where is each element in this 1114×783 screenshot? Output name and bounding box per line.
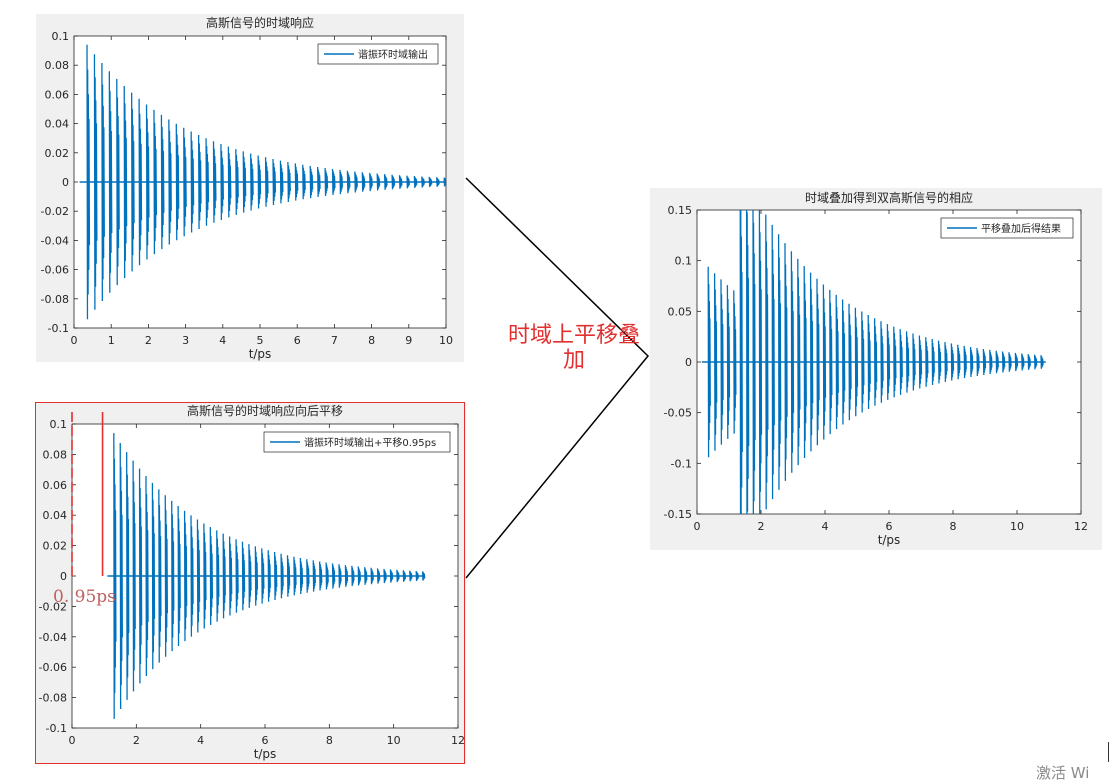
x-tick-label: 4 [219,334,226,347]
x-tick-label: 12 [1074,520,1088,533]
y-tick-label: 0.04 [45,118,70,131]
series-line [707,210,1044,514]
figure-panel-2: 高斯信号的时域响应向后平移 0 2 4 6 8 10 12 -0.1 -0.08 -0.06 -0.0… [36,402,466,764]
x-tick-label: 0 [694,520,701,533]
x-tick-label: 10 [387,734,401,747]
y-tick-label: 0.06 [43,479,68,492]
legend-box [317,43,439,65]
y-tick-label: -0.15 [664,508,692,521]
y-tick-label: -0.02 [41,205,69,218]
x-tick-label: 4 [822,520,829,533]
x-tick-label: 0 [71,334,78,347]
y-tick-label: -0.1 [48,322,69,335]
highlight-box [35,402,465,764]
x-tick-label: 8 [368,334,375,347]
figure-panel-3: 时域叠加得到双高斯信号的相应 0 2 4 6 8 10 12 -0.15 -0.1 -0.05 0 0.… [650,188,1102,550]
y-tick-label: 0.1 [52,30,70,43]
annotation-line-1: 时域上平移叠 [507,323,640,348]
y-tick-label: -0.1 [46,722,67,735]
y-tick-label: 0.04 [43,509,68,522]
x-tick-label: 4 [197,734,204,747]
y-tick-label: -0.04 [41,234,69,247]
x-tick-label: 2 [758,520,765,533]
y-tick-label: 0.02 [43,540,68,553]
annotation-line-2: 加 [562,348,585,374]
legend-label: 谐振环时域输出 [358,48,428,61]
x-tick-label: 3 [182,334,189,347]
y-tick-label: 0.02 [45,147,70,160]
figure-panel-1: 高斯信号的时域响应 0 1 2 3 4 5 6 7 8 9 10 -0.1 -0.08 -0.06 -0.04… [36,14,464,362]
x-tick-label: 10 [1010,520,1024,533]
x-tick-label: 6 [886,520,893,533]
y-tick-label: -0.08 [39,692,67,705]
x-tick-label: 0 [69,734,76,747]
x-tick-label: 10 [439,334,453,347]
x-tick-label: 8 [326,734,333,747]
x-tick-label: 7 [331,334,338,347]
x-axis-label: t/ps [249,347,272,361]
y-tick-label: -0.02 [39,600,67,613]
legend-label: 谐振环时域输出+平移0.95ps [304,436,436,449]
y-tick-label: 0.08 [43,448,68,461]
y-tick-label: -0.06 [41,264,69,277]
y-tick-label: 0 [60,570,67,583]
x-axis-label: t/ps [254,747,277,761]
series-group [701,210,1046,514]
x-tick-label: 8 [950,520,957,533]
watermark-fragment: 激活 Wi [1036,764,1090,782]
legend-box [940,217,1074,239]
y-tick-label: 0.08 [45,59,70,72]
x-tick-label: 2 [145,334,152,347]
x-tick-label: 9 [405,334,412,347]
legend-box [263,431,451,453]
y-tick-label: 0.1 [675,255,693,268]
y-tick-label: 0.15 [668,204,693,217]
legend-label: 平移叠加后得结果 [981,222,1061,235]
chart-shifted-response: 高斯信号的时域响应向后平移 0 2 4 6 8 10 12 -0.1 -0.08 -0.06 -0.0… [39,403,465,761]
y-tick-label: -0.04 [39,631,67,644]
chart-title: 高斯信号的时域响应 [206,15,314,30]
cursor-mark [1108,742,1109,762]
x-tick-label: 2 [133,734,140,747]
y-tick-label: -0.1 [671,457,692,470]
x-tick-label: 12 [451,734,465,747]
y-tick-label: -0.05 [664,407,692,420]
chart-title: 高斯信号的时域响应向后平移 [187,403,343,418]
y-tick-label: 0.1 [50,418,68,431]
series-group [107,433,426,719]
series-line [86,44,446,320]
x-axis-label: t/ps [878,533,901,547]
y-tick-label: 0 [62,176,69,189]
y-tick-label: 0.05 [668,305,693,318]
series-group [79,44,446,320]
y-tick-label: 0.06 [45,88,70,101]
x-tick-label: 5 [257,334,264,347]
y-tick-label: 0 [685,356,692,369]
chart-gaussian-response: 高斯信号的时域响应 0 1 2 3 4 5 6 7 8 9 10 -0.1 -0.08 -0.06 -0.04… [41,15,453,361]
y-tick-label: -0.06 [39,661,67,674]
x-tick-label: 6 [262,734,269,747]
chart-superposition-result: 时域叠加得到双高斯信号的相应 0 2 4 6 8 10 12 -0.15 -0.1 -0.05 0 0.… [664,190,1088,547]
chart-title: 时域叠加得到双高斯信号的相应 [805,190,973,205]
connector-line [465,177,650,579]
x-tick-label: 6 [294,334,301,347]
shift-label: 0. 95ps [53,587,116,607]
shift-annotation: 时域上平移叠 加 [494,323,654,374]
y-tick-label: -0.08 [41,293,69,306]
x-tick-label: 1 [108,334,115,347]
series-line [113,433,426,719]
